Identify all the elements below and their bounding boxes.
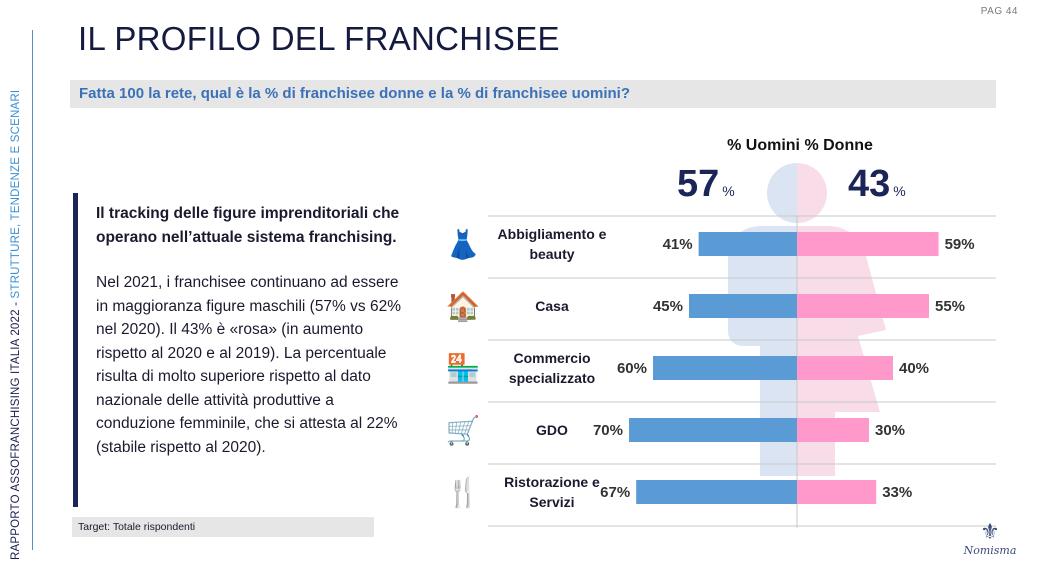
dress-scissors-icon: 👗	[445, 228, 481, 260]
value-label-men: 67%	[600, 484, 630, 501]
category-label: Commercio specializzato	[508, 350, 596, 386]
value-label-men: 70%	[593, 422, 623, 439]
woman-silhouette	[797, 163, 886, 476]
bar-men	[698, 232, 797, 256]
value-label-women: 40%	[899, 360, 929, 377]
value-label-women: 30%	[875, 422, 905, 439]
category-label: Ristorazione e Servizi	[504, 474, 600, 510]
quote-accent-bar	[73, 193, 78, 507]
value-label-women: 33%	[882, 484, 912, 501]
total-women: 43%	[848, 163, 906, 205]
quote-block: Il tracking delle figure imprenditoriali…	[96, 202, 406, 459]
house-icon: 🏠	[445, 290, 481, 322]
category-label: Casa	[535, 298, 569, 314]
page-title: IL PROFILO DEL FRANCHISEE	[78, 20, 560, 57]
target-note: Target: Totale rispondenti	[72, 517, 374, 537]
bar-women	[797, 356, 893, 380]
gender-silhouettes	[728, 163, 886, 476]
bar-men	[636, 480, 797, 504]
bar-women	[797, 418, 869, 442]
crest-icon: ⚜	[980, 519, 1000, 544]
quote-body: Nel 2021, i franchisee continuano ad ess…	[96, 274, 401, 456]
bar-women	[797, 294, 929, 318]
category-label: GDO	[536, 422, 568, 438]
question-banner: Fatta 100 la rete, qual è la % di franch…	[70, 80, 996, 108]
bar-men	[629, 418, 797, 442]
bar-men	[653, 356, 797, 380]
value-label-men: 45%	[653, 298, 683, 315]
category-label: Abbigliamento e beauty	[497, 226, 607, 262]
storefront-icon: 🏪	[445, 352, 481, 384]
nomisma-logo: ⚜ Nomisma	[960, 519, 1020, 558]
bar-women	[797, 232, 939, 256]
fork-knife-icon: 🍴	[445, 476, 481, 508]
page-number: PAG 44	[980, 6, 1018, 17]
bar-women	[797, 480, 877, 504]
value-label-women: 55%	[935, 298, 965, 315]
total-men: 57%	[677, 163, 735, 205]
value-label-men: 41%	[663, 236, 693, 253]
bar-men	[689, 294, 797, 318]
value-label-men: 60%	[617, 360, 647, 377]
bars	[629, 232, 939, 504]
shopping-cart-icon: 🛒	[445, 414, 481, 446]
side-rule	[32, 30, 33, 550]
chart-header: % Uomini % Donne	[727, 137, 873, 154]
value-label-women: 59%	[945, 236, 975, 253]
man-silhouette	[728, 163, 797, 476]
quote-lead: Il tracking delle figure imprenditoriali…	[96, 205, 400, 246]
value-labels: 41% 59% 45% 55% 60% 40% 70% 30% 67% 33%	[593, 236, 975, 501]
